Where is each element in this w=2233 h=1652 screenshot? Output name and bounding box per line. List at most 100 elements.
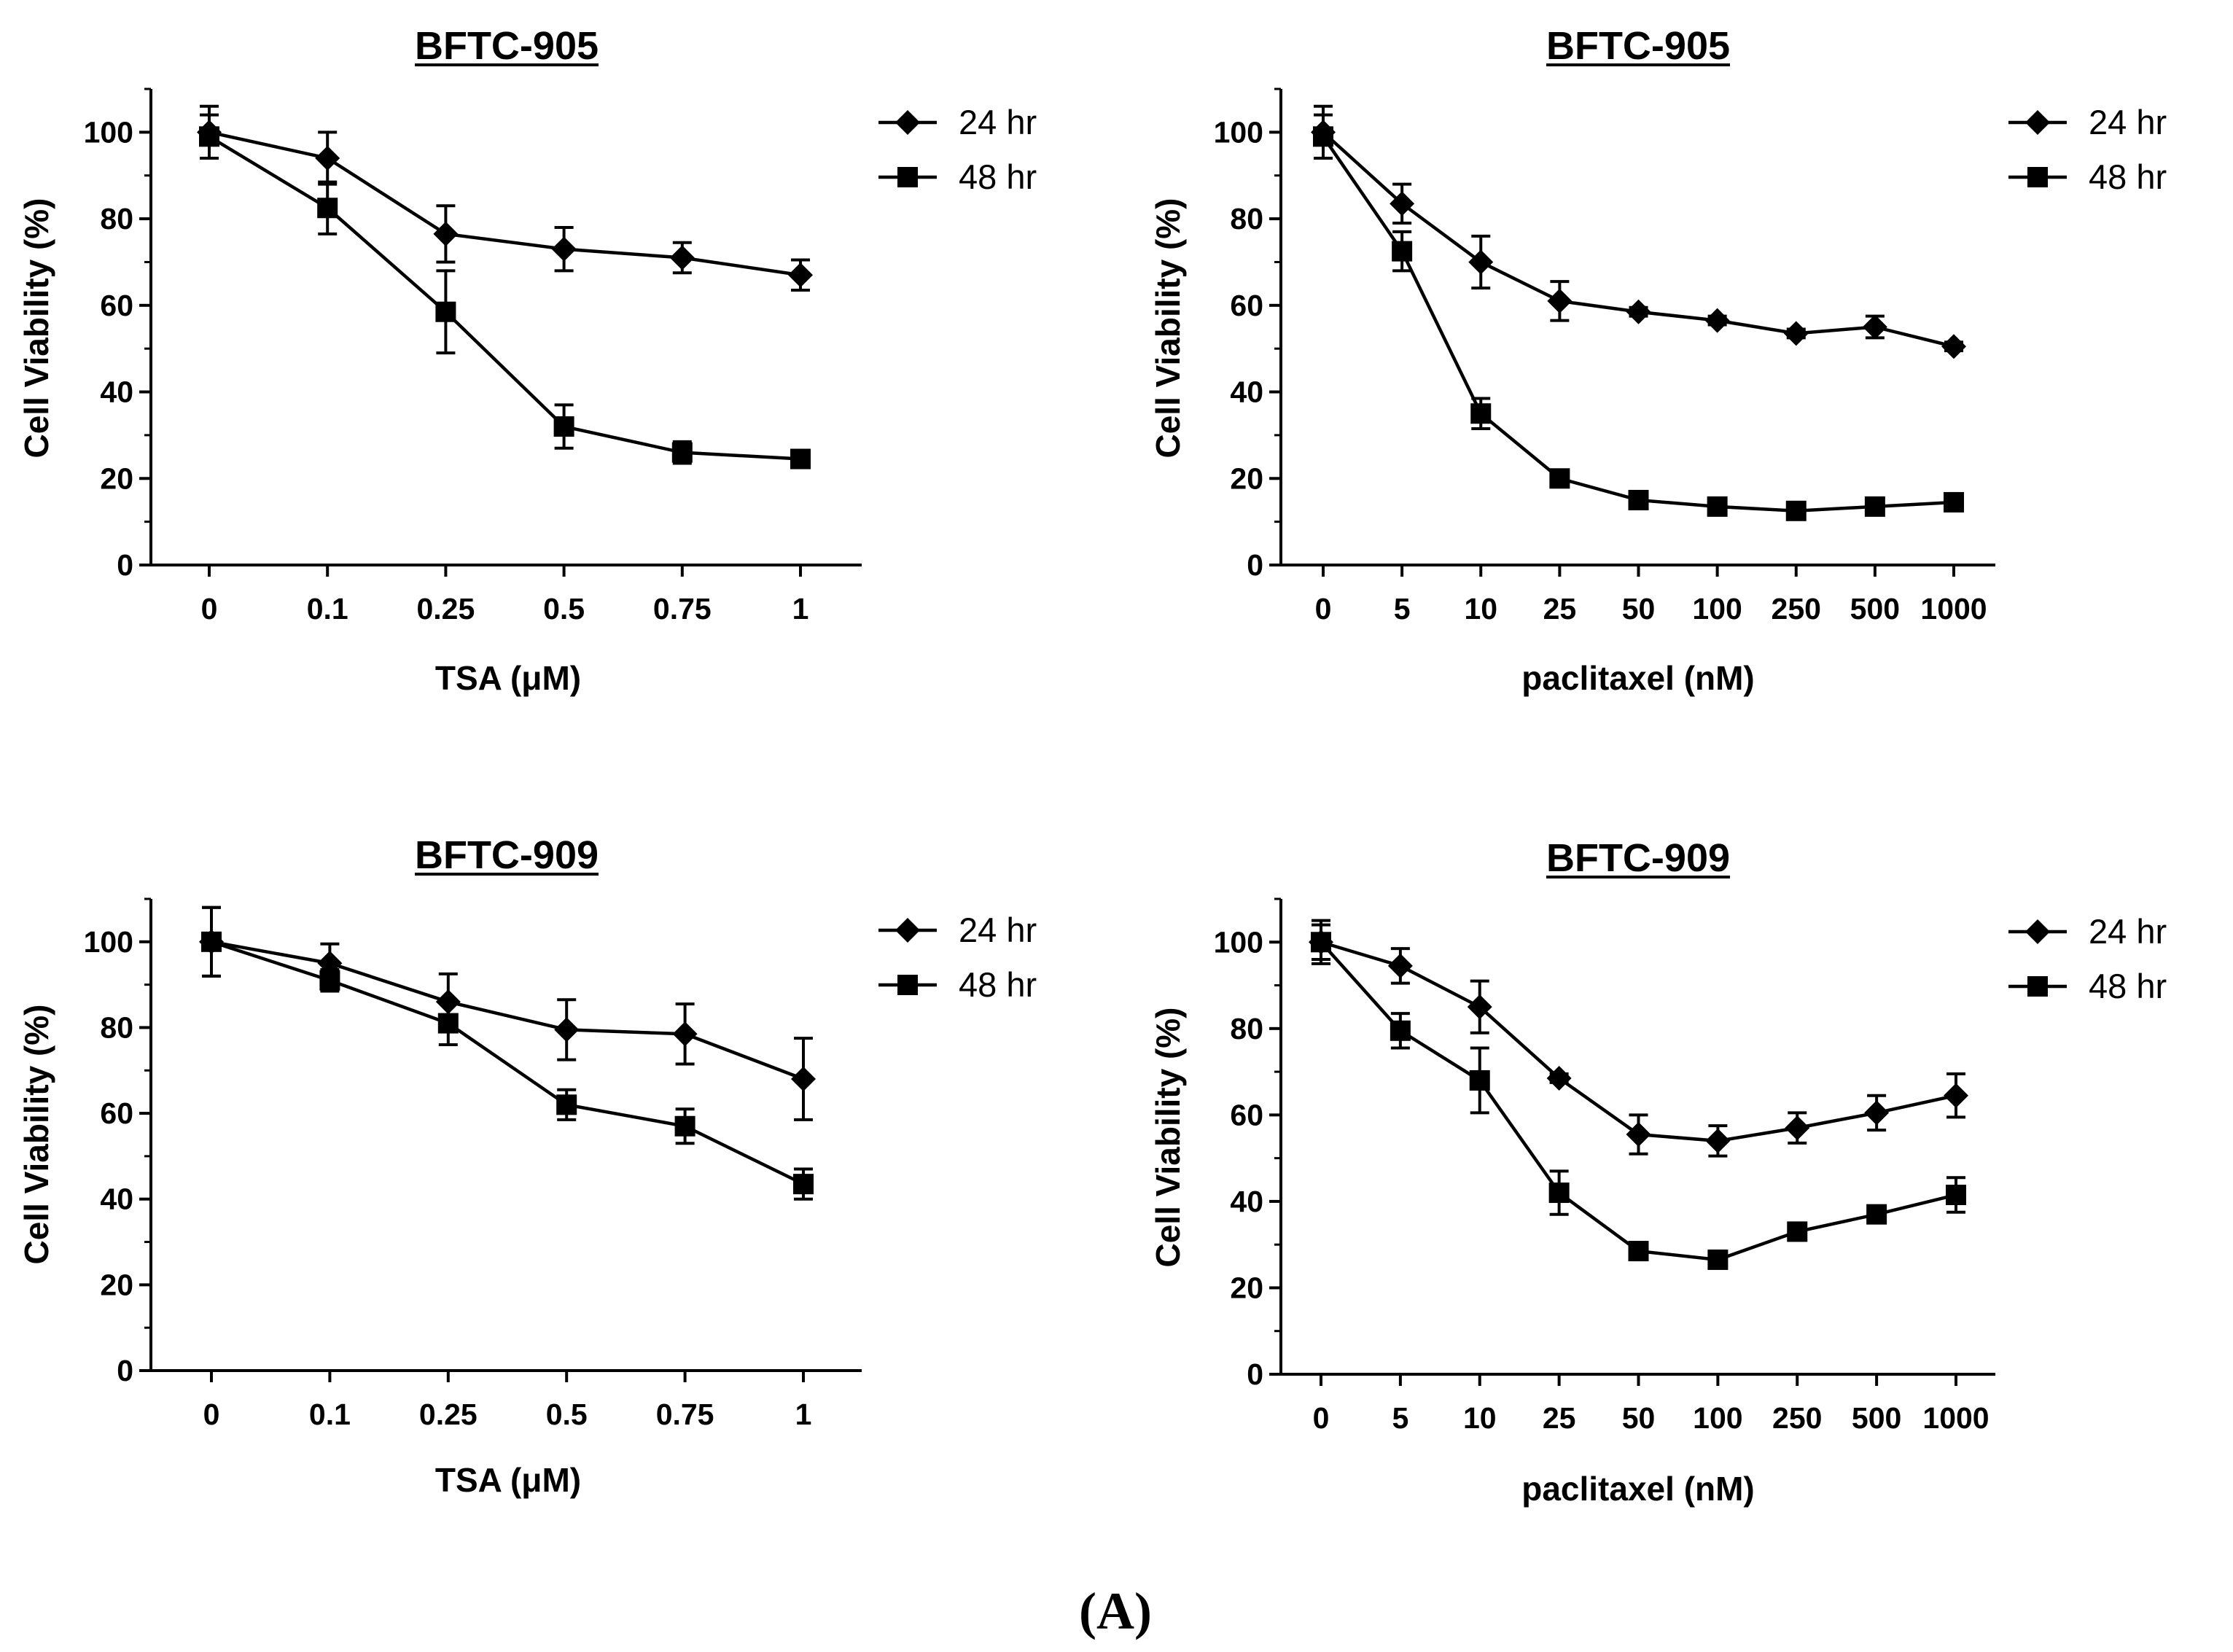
- data-point: [317, 198, 338, 219]
- data-point: [1313, 126, 1333, 147]
- data-point: [1470, 403, 1492, 424]
- x-tick-label: 0.75: [653, 592, 712, 626]
- legend-marker: [2025, 919, 2050, 944]
- y-tick-label: 80: [100, 1010, 133, 1044]
- data-point: [554, 1017, 580, 1043]
- legend-marker: [897, 975, 918, 995]
- chart-title: BFTC-905: [415, 24, 599, 68]
- legend-label: 48 hr: [959, 965, 1037, 1004]
- x-tick-label: 0.5: [546, 1398, 588, 1431]
- y-tick-label: 20: [100, 461, 133, 495]
- series-48-hr: [201, 905, 814, 1201]
- figure-label: (A): [1079, 1582, 1152, 1640]
- x-axis-title: paclitaxel (nM): [1521, 1470, 1755, 1508]
- y-axis-title: Cell Viability (%): [17, 1004, 55, 1264]
- x-tick-label: 50: [1622, 1401, 1656, 1435]
- y-tick-label: 40: [1230, 1185, 1263, 1218]
- data-point: [1944, 491, 1964, 513]
- x-tick-label: 0.1: [309, 1398, 351, 1431]
- data-point: [1864, 1100, 1890, 1126]
- y-tick-label: 100: [84, 115, 133, 149]
- y-tick-label: 40: [1230, 375, 1263, 409]
- legend-label: 24 hr: [2089, 912, 2167, 951]
- data-point: [1866, 1204, 1887, 1225]
- data-point: [1392, 241, 1413, 262]
- legend-label: 24 hr: [2089, 103, 2167, 141]
- legend-label: 48 hr: [2089, 967, 2167, 1005]
- y-tick-label: 60: [1230, 289, 1263, 322]
- x-tick-label: 0: [1313, 1401, 1330, 1435]
- y-tick-label: 0: [1247, 548, 1263, 582]
- y-tick-label: 20: [100, 1268, 133, 1301]
- x-tick-label: 0: [1315, 592, 1332, 626]
- series-48-hr: [199, 113, 811, 470]
- y-tick-label: 80: [100, 202, 133, 235]
- data-point: [1468, 249, 1494, 275]
- y-tick-label: 100: [1214, 925, 1263, 959]
- data-point: [437, 1013, 459, 1034]
- data-point: [199, 126, 219, 147]
- data-point: [672, 1021, 698, 1047]
- legend-entry: 24 hr: [878, 103, 1037, 141]
- y-tick-label: 80: [1230, 1012, 1263, 1045]
- data-point: [1390, 191, 1415, 217]
- legend-entry: 24 hr: [2008, 103, 2167, 141]
- x-tick-label: 10: [1464, 592, 1497, 626]
- data-point: [1387, 953, 1413, 978]
- data-point: [671, 442, 693, 463]
- x-tick-label: 25: [1543, 1401, 1576, 1435]
- data-point: [1705, 1128, 1731, 1153]
- legend-entry: 24 hr: [878, 911, 1037, 949]
- legend-entry: 48 hr: [878, 157, 1037, 196]
- chart-title: BFTC-909: [415, 833, 599, 877]
- data-point: [1311, 932, 1331, 953]
- data-point: [1704, 308, 1730, 333]
- x-tick-label: 100: [1692, 592, 1742, 626]
- y-tick-label: 60: [1230, 1098, 1263, 1131]
- data-point: [1469, 1069, 1490, 1091]
- x-tick-label: 50: [1622, 592, 1656, 626]
- y-tick-label: 60: [100, 1096, 133, 1130]
- y-axis-title: Cell Viability (%): [17, 198, 55, 458]
- data-point: [669, 245, 695, 270]
- x-tick-label: 0: [201, 592, 218, 626]
- series-48-hr: [1311, 923, 1966, 1270]
- x-axis-title: paclitaxel (nM): [1521, 659, 1755, 697]
- chart-title: BFTC-909: [1546, 836, 1730, 880]
- legend-marker: [2027, 167, 2048, 187]
- data-point: [319, 970, 340, 991]
- data-point: [793, 1174, 814, 1195]
- y-tick-label: 20: [1230, 1271, 1263, 1304]
- data-point: [551, 236, 577, 262]
- legend-marker: [2025, 110, 2050, 135]
- data-point: [1628, 1241, 1649, 1262]
- series-line: [209, 130, 801, 277]
- data-point: [1787, 1221, 1808, 1242]
- data-point: [315, 145, 340, 171]
- data-point: [556, 1094, 577, 1115]
- x-tick-label: 0.5: [543, 592, 585, 626]
- x-tick-label: 1: [792, 592, 809, 626]
- data-point: [674, 1115, 695, 1137]
- chart-title: BFTC-905: [1546, 24, 1730, 68]
- data-point: [1783, 321, 1809, 346]
- legend-label: 24 hr: [959, 103, 1037, 141]
- series-line: [211, 940, 804, 1081]
- data-point: [1548, 1182, 1570, 1204]
- data-point: [435, 301, 456, 322]
- y-tick-label: 100: [1214, 115, 1263, 149]
- x-tick-label: 0.25: [419, 1398, 478, 1431]
- legend-entry: 48 hr: [878, 965, 1037, 1004]
- y-tick-label: 0: [1247, 1357, 1263, 1391]
- x-tick-label: 5: [1394, 592, 1411, 626]
- data-point: [1946, 1185, 1966, 1206]
- data-point: [1785, 500, 1807, 521]
- series-24-hr: [197, 104, 813, 292]
- x-tick-label: 10: [1463, 1401, 1497, 1435]
- legend-label: 48 hr: [2089, 157, 2167, 196]
- data-point: [553, 416, 574, 437]
- data-point: [1707, 496, 1728, 517]
- x-axis-title: TSA (μM): [435, 1461, 581, 1499]
